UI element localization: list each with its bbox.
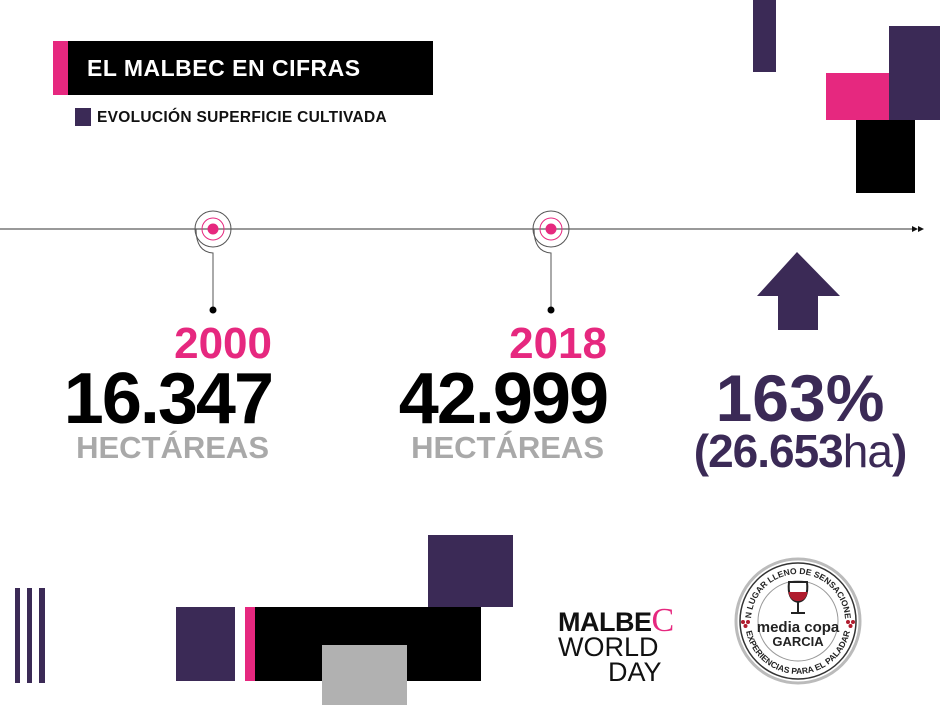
paren: ) [891, 425, 907, 477]
growth-percent: 163% [715, 361, 885, 435]
growth-amount: (26.653ha) [670, 428, 930, 474]
deco-stripe [39, 588, 45, 683]
deco-block [856, 120, 915, 193]
deco-block [753, 0, 776, 72]
growth-amount-unit: ha [842, 425, 893, 477]
svg-text:media copa: media copa [757, 619, 840, 636]
logo-text: DAY [608, 657, 662, 687]
logo-text: WORLD [558, 632, 659, 662]
growth-amount-value: 26.653 [708, 425, 844, 477]
title-banner: EL MALBEC EN CIFRAS [53, 41, 433, 95]
stat-unit: HECTÁREAS [411, 430, 604, 465]
stat-value: 42.999 [398, 359, 609, 439]
subtitle-bullet [75, 108, 91, 126]
stat-year: 2000 [174, 319, 272, 368]
timeline-marker-2000 [194, 210, 232, 314]
deco-stripe [27, 588, 32, 683]
deco-block [176, 607, 235, 681]
target-icon [207, 223, 219, 235]
stat-2000: 2000 16.347 HECTÁREAS [20, 319, 274, 465]
growth-stat: 163% (26.653ha) [670, 361, 930, 474]
target-icon [545, 223, 557, 235]
media-copa-garcia-seal: UN LUGAR LLENO DE SENSACIONES EXPERIENCI… [733, 556, 862, 685]
timeline-marker-2018 [532, 210, 570, 314]
timeline-arrow-icon [912, 226, 924, 232]
logo-text: MALBE [558, 607, 652, 637]
deco-block [826, 73, 889, 120]
stat-2018: 2018 42.999 HECTÁREAS [340, 319, 609, 465]
deco-stripe [15, 588, 20, 683]
logo-text: C [651, 602, 675, 639]
arrow-up-icon [757, 252, 840, 330]
timeline [0, 210, 924, 330]
stat-year: 2018 [509, 319, 607, 368]
subtitle: EVOLUCIÓN SUPERFICIE CULTIVADA [97, 109, 388, 126]
stat-unit: HECTÁREAS [76, 430, 269, 465]
deco-block [245, 607, 255, 681]
deco-block [889, 26, 940, 120]
stat-value: 16.347 [63, 359, 274, 439]
title-accent [53, 41, 68, 95]
svg-text:GARCIA: GARCIA [772, 634, 824, 649]
deco-block [322, 645, 407, 705]
page-title: EL MALBEC EN CIFRAS [87, 55, 361, 81]
paren: ( [693, 425, 709, 477]
deco-block [428, 535, 513, 607]
malbec-world-day-logo: MALBEC WORLD DAY [558, 604, 698, 688]
